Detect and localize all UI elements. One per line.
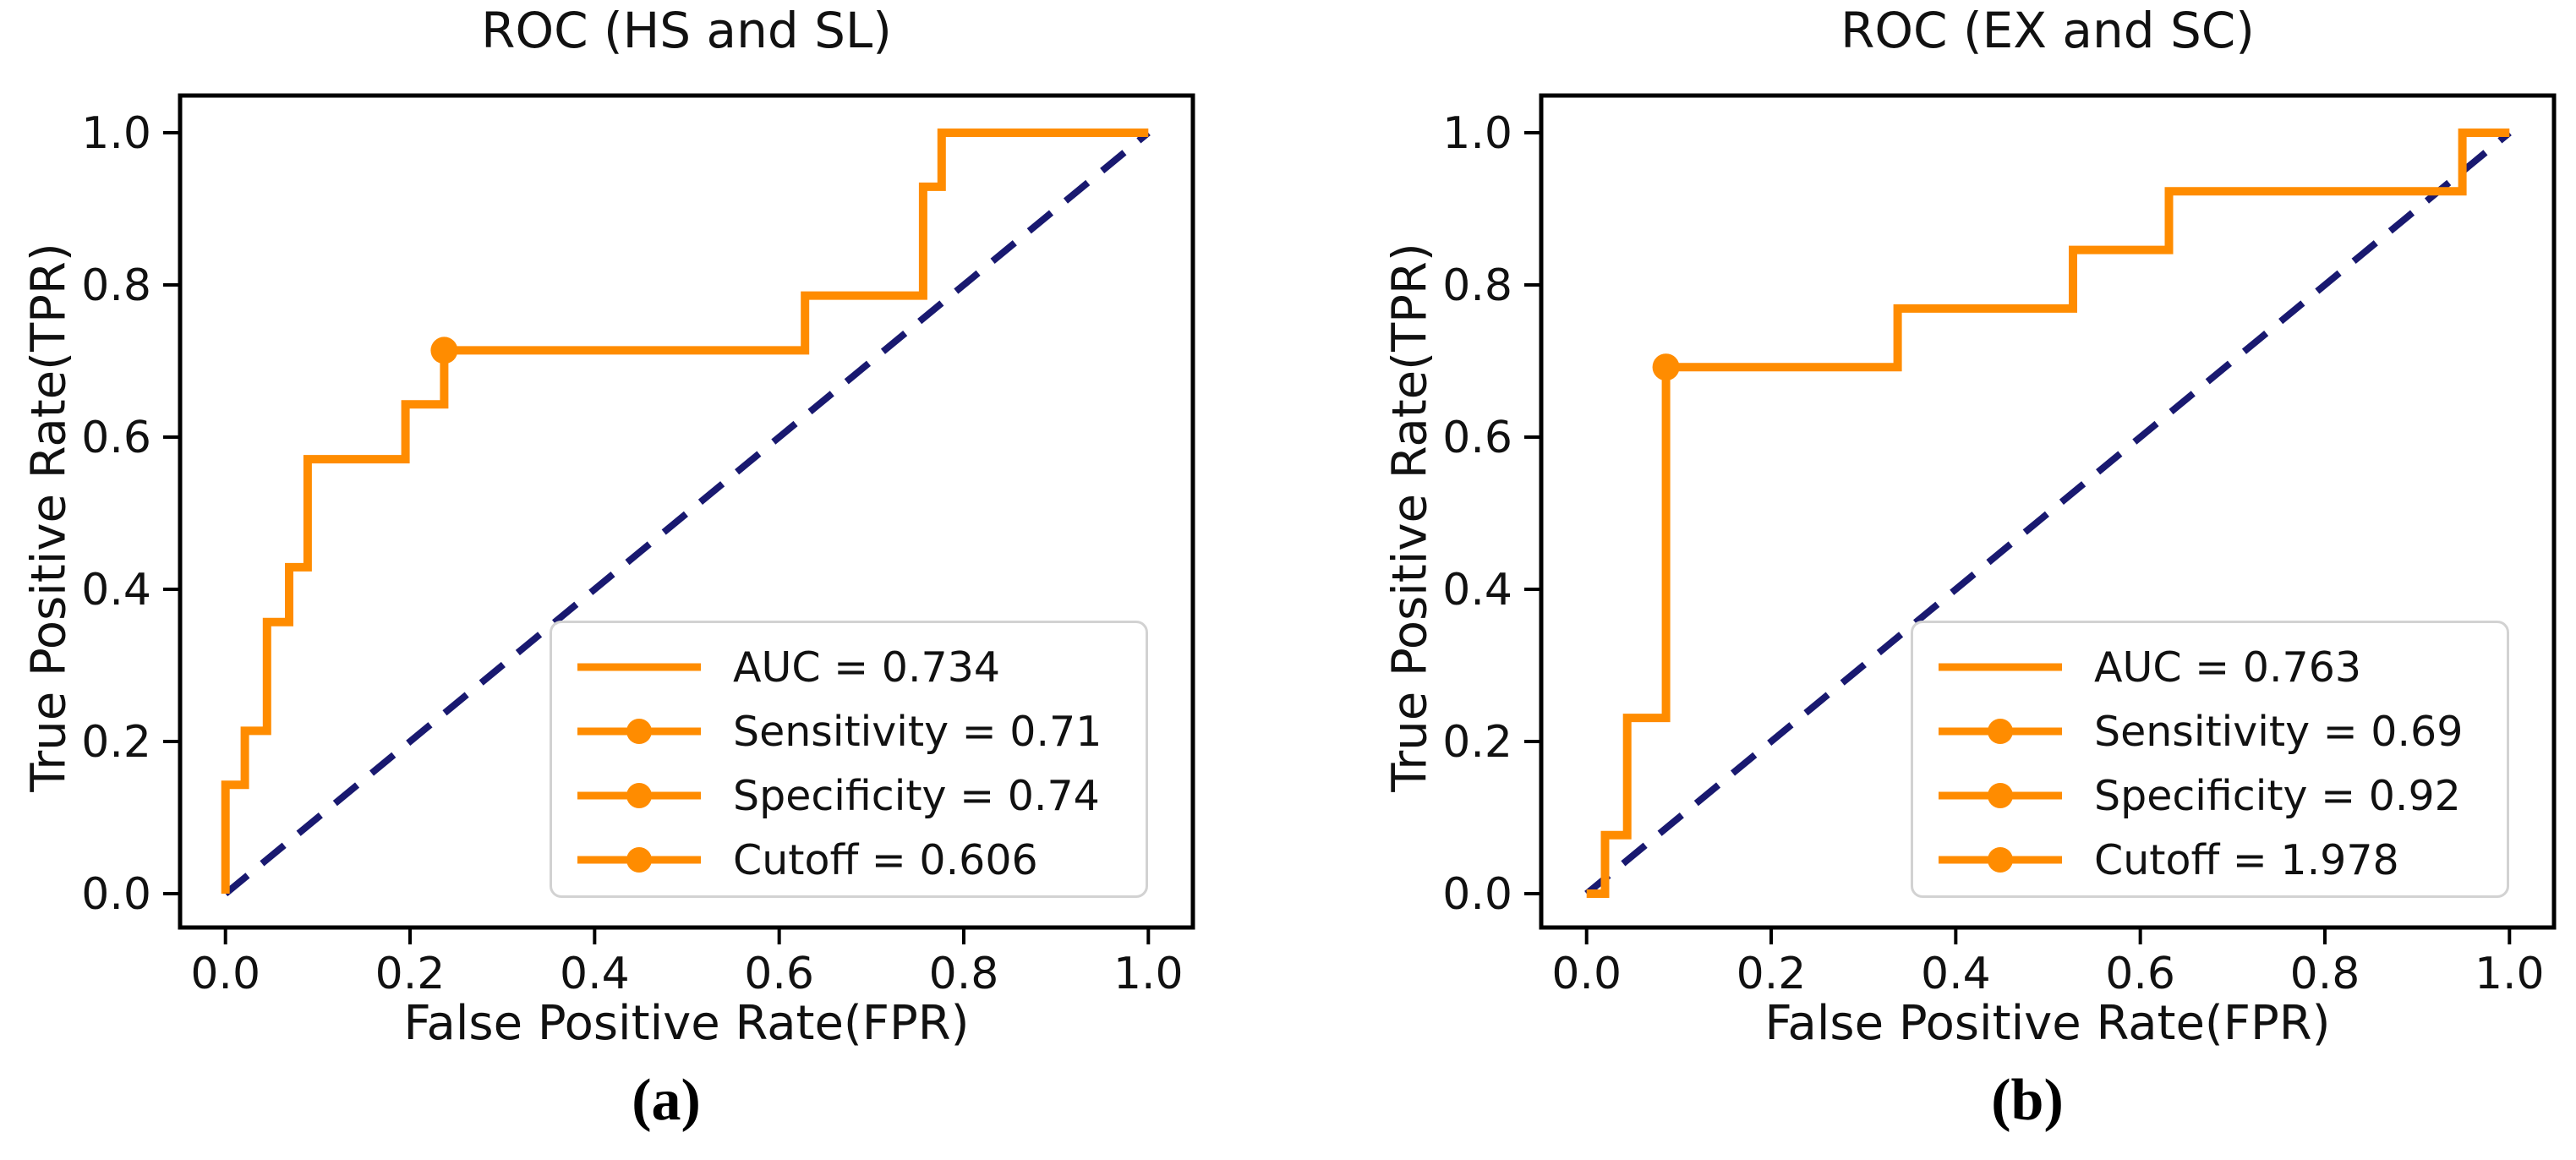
cutoff-marker: [430, 337, 458, 364]
legend-row-sensitivity: Sensitivity = 0.69: [1933, 699, 2507, 763]
x-tick-label: 0.6: [2105, 949, 2175, 999]
plot-canvas-a: 0.0 0.2 0.4 0.6 0.8 1.0 0.0 0.2 0.4 0.6 0.8 1.0: [81, 93, 1195, 999]
x-tick-label: 0.0: [1551, 949, 1622, 999]
roc-panel-b: 0.0 0.2 0.4 0.6 0.8 1.0 0.0 0.2 0.4 0.6 0.8 1.0 ROC…: [1361, 0, 2576, 1160]
chance-diagonal: [1584, 129, 2512, 897]
y-tick-label: 1.0: [81, 108, 151, 159]
legend-label-cutoff: Cutoff = 0.606: [733, 835, 1038, 884]
y-tick-label: 0.4: [1442, 565, 1512, 616]
legend-label-auc: AUC = 0.734: [733, 643, 1001, 692]
legend-key-marker-icon: [577, 783, 701, 808]
legend-box: AUC = 0.734 Sensitivity = 0.71 Specifici…: [550, 621, 1148, 898]
legend-box: AUC = 0.763 Sensitivity = 0.69 Specifici…: [1911, 621, 2509, 898]
legend-key-marker-icon: [1939, 719, 2062, 744]
plot-title: ROC (EX and SC): [1840, 2, 2255, 59]
legend-key-line-icon: [577, 663, 701, 671]
y-tick-label: 0.6: [1442, 413, 1512, 463]
legend-key-marker-icon: [577, 847, 701, 873]
roc-step-curve: [1586, 129, 2510, 898]
x-tick-label: 0.2: [1736, 949, 1807, 999]
x-tick-label: 0.8: [929, 949, 999, 999]
legend-row-cutoff: Cutoff = 0.606: [572, 828, 1146, 892]
legend-row-auc: AUC = 0.734: [572, 635, 1146, 699]
axes-box: [1539, 93, 2557, 930]
y-axis-label: True Positive Rate(TPR): [21, 243, 77, 792]
legend-label-auc: AUC = 0.763: [2094, 643, 2362, 692]
y-tick-label: 0.2: [1442, 717, 1512, 768]
x-tick-label: 1.0: [1113, 949, 1184, 999]
x-axis-label: False Positive Rate(FPR): [403, 996, 970, 1051]
roc-step-curve: [221, 129, 1149, 894]
x-tick-label: 0.4: [560, 949, 630, 999]
x-tick-label: 0.4: [1921, 949, 1991, 999]
y-tick-label: 0.4: [81, 565, 151, 616]
x-axis-label: False Positive Rate(FPR): [1764, 996, 2331, 1051]
panel-caption-b: (b): [1991, 1068, 2064, 1133]
legend-row-specificity: Specificity = 0.74: [572, 763, 1146, 828]
legend-label-specificity: Specificity = 0.92: [2094, 771, 2461, 820]
x-tick-label: 0.8: [2290, 949, 2360, 999]
axes-box: [178, 93, 1195, 930]
legend-row-specificity: Specificity = 0.92: [1933, 763, 2507, 828]
legend-row-auc: AUC = 0.763: [1933, 635, 2507, 699]
x-tick-label: 1.0: [2475, 949, 2545, 999]
legend-label-cutoff: Cutoff = 1.978: [2094, 835, 2399, 884]
y-tick-label: 0.2: [81, 717, 151, 768]
y-tick-label: 0.6: [81, 413, 151, 463]
y-tick-label: 1.0: [1442, 108, 1512, 159]
legend-key-marker-icon: [1939, 847, 2062, 873]
y-tick-label: 0.8: [1442, 260, 1512, 311]
legend-key-marker-icon: [1939, 783, 2062, 808]
roc-panel-a: 0.0 0.2 0.4 0.6 0.8 1.0 0.0 0.2 0.4 0.6 0.8 1.0 ROC…: [21, 2, 1195, 1133]
x-tick-label: 0.2: [375, 949, 446, 999]
y-tick-label: 0.8: [81, 260, 151, 311]
panel-caption-a: (a): [632, 1068, 701, 1133]
x-tick-label: 0.6: [744, 949, 814, 999]
x-tick-label: 0.0: [190, 949, 260, 999]
y-tick-label: 0.0: [1442, 869, 1512, 920]
plot-canvas-b: 0.0 0.2 0.4 0.6 0.8 1.0 0.0 0.2 0.4 0.6 0.8 1.0: [1442, 93, 2557, 999]
legend-key-marker-icon: [577, 719, 701, 744]
cutoff-marker: [1652, 353, 1680, 381]
chance-diagonal: [223, 129, 1151, 897]
legend-label-sensitivity: Sensitivity = 0.71: [733, 707, 1102, 756]
y-tick-label: 0.0: [81, 869, 151, 920]
legend-label-specificity: Specificity = 0.74: [733, 771, 1100, 820]
legend-row-sensitivity: Sensitivity = 0.71: [572, 699, 1146, 763]
legend-key-line-icon: [1939, 663, 2062, 671]
legend-label-sensitivity: Sensitivity = 0.69: [2094, 707, 2464, 756]
plot-title: ROC (HS and SL): [481, 2, 892, 59]
y-axis-label: True Positive Rate(TPR): [1382, 243, 1438, 792]
legend-row-cutoff: Cutoff = 1.978: [1933, 828, 2507, 892]
